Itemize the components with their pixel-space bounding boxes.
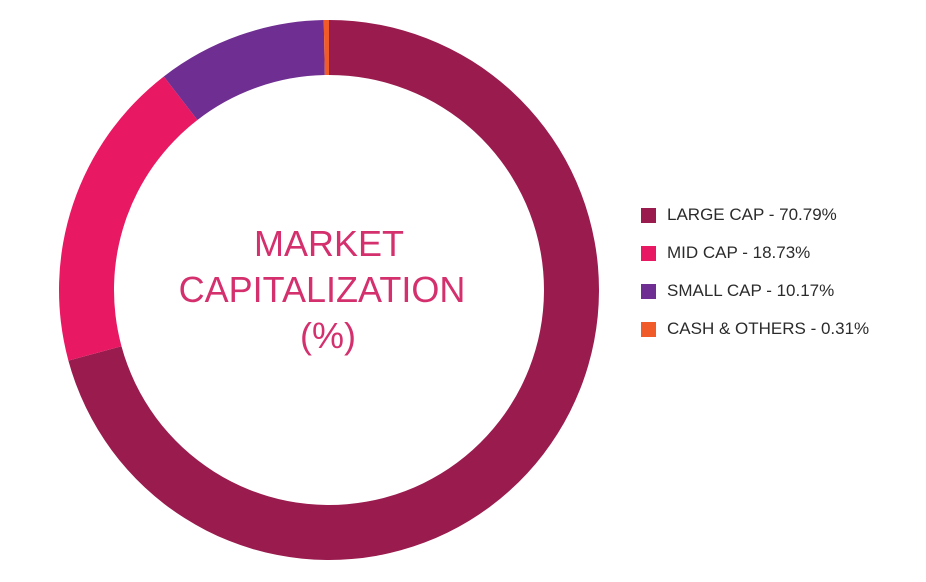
legend-label: SMALL CAP - 10.17% [667, 281, 835, 300]
legend-item-cash-others: CASH & OTHERS - 0.31% [641, 310, 869, 348]
legend-item-mid-cap: MID CAP - 18.73% [641, 234, 869, 272]
legend-swatch [641, 321, 656, 337]
donut-slices [58, 20, 600, 560]
legend-item-large-cap: LARGE CAP - 70.79% [641, 196, 869, 234]
legend-label: CASH & OTHERS - 0.31% [667, 319, 870, 338]
donut-slice-2 [163, 20, 325, 120]
legend-swatch [641, 207, 656, 223]
center-title-line-1: MARKET [254, 223, 404, 264]
legend-label: LARGE CAP - 70.79% [667, 205, 837, 224]
legend-swatch [641, 245, 656, 261]
legend-item-small-cap: SMALL CAP - 10.17% [641, 272, 869, 310]
center-title-line-3: (%) [300, 315, 356, 356]
legend-label: MID CAP - 18.73% [667, 243, 811, 262]
legend-swatch [641, 283, 656, 299]
center-title-line-2: CAPITALIZATION [179, 269, 466, 310]
donut-slice-1 [58, 76, 198, 361]
donut-slice-3 [323, 20, 329, 76]
chart-legend: LARGE CAP - 70.79% MID CAP - 18.73% SMAL… [641, 196, 869, 348]
